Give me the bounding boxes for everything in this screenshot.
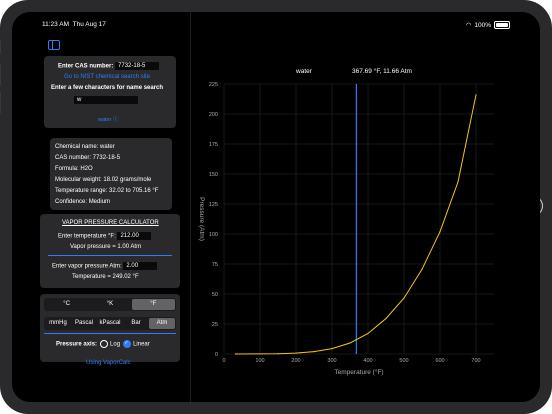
series-label: water — [295, 68, 313, 75]
y-tick-label: 25 — [212, 322, 218, 328]
curve-point — [439, 231, 441, 233]
pressure-axis-label: Pressure axis: — [56, 341, 98, 348]
using-vaporcalc-link[interactable]: Using VaporCalc — [86, 360, 131, 366]
units-panel: °C °K °F mmHg Pascal kPascal Bar Atm Pressure … — [40, 294, 180, 362]
y-tick-label: 150 — [209, 172, 218, 178]
pressure-input[interactable]: 2.00 — [123, 262, 158, 270]
name-search-label: Enter a few characters for name search — [51, 85, 164, 91]
search-result-water[interactable]: water ⓘ — [98, 117, 119, 123]
date-text: Thu Aug 17 — [72, 21, 106, 28]
x-tick-label: 700 — [471, 358, 480, 364]
cas-panel: Enter CAS number: 7732-18-5 Go to NIST c… — [44, 56, 176, 128]
battery-percent: 100% — [474, 21, 491, 29]
chemical-name: Chemical name: water — [55, 144, 115, 150]
chemical-formula: Formula: H2O — [55, 166, 93, 172]
y-tick-label: 175 — [209, 142, 218, 148]
nist-link[interactable]: Go to NIST chemical search site — [64, 74, 150, 80]
curve-point — [234, 353, 237, 355]
log-label: Log — [110, 341, 121, 348]
x-tick-label: 400 — [363, 358, 372, 364]
chemical-cas: CAS number: 7732-18-5 — [55, 155, 121, 161]
y-tick-label: 75 — [212, 262, 218, 268]
temperature-input[interactable]: 212.00 — [117, 232, 152, 240]
battery-icon — [494, 21, 510, 29]
units-divider — [44, 333, 176, 334]
y-tick-label: 50 — [212, 292, 218, 298]
curve-point — [457, 181, 459, 183]
pressure-unit-option[interactable]: mmHg — [49, 320, 67, 326]
curve-point — [331, 348, 333, 350]
temperature-unit-selector: °C °K °F — [44, 298, 176, 311]
curve-point — [403, 297, 405, 299]
volume-down-button — [0, 92, 1, 114]
vapor-pressure-result: Vapor pressure = 1.00 Atm — [70, 244, 142, 250]
x-tick-label: 300 — [327, 358, 336, 364]
pressure-unit-option[interactable]: Bar — [131, 320, 141, 326]
sidebar-toggle-icon[interactable] — [48, 40, 60, 50]
temperature-unit-option[interactable]: °F — [131, 299, 175, 310]
calculator-panel: VAPOR PRESSURE CALCULATOR Enter temperat… — [40, 214, 180, 288]
temperature-range: Temperature range: 32.02 to 705.16 °F — [55, 188, 159, 194]
calculator-divider — [48, 255, 172, 256]
temperature-input-row: Enter temperature °F: 212.00 — [58, 232, 152, 240]
curve-point — [475, 94, 477, 96]
cas-input[interactable]: 7732-18-5 — [115, 62, 160, 70]
linear-radio[interactable] — [123, 340, 132, 348]
y-tick-label: 200 — [209, 112, 218, 118]
time-text: 11:23 AM — [42, 21, 69, 28]
pressure-axis-row: Pressure axis: Log Linear — [56, 340, 150, 348]
cas-row: Enter CAS number: 7732-18-5 — [58, 62, 160, 70]
log-radio[interactable] — [100, 340, 109, 348]
confidence: Confidence: Medium — [55, 199, 111, 205]
mute-switch — [0, 40, 1, 54]
name-search-input[interactable]: w — [74, 96, 138, 104]
curve-point — [313, 351, 315, 353]
temperature-result: Temperature = 249.02 °F — [72, 274, 139, 280]
y-tick-label: 225 — [209, 82, 218, 88]
curve-point — [367, 332, 369, 335]
x-tick-label: 200 — [291, 358, 300, 364]
cas-label: Enter CAS number: — [58, 63, 114, 70]
molecular-weight: Molecular weight: 18.02 grams/mole — [55, 177, 152, 183]
temperature-unit-option[interactable]: °K — [106, 301, 114, 307]
temperature-unit-option[interactable]: °C — [63, 301, 71, 307]
pressure-unit-option[interactable]: Atm — [149, 318, 175, 329]
app-screen: 11:23 AM Thu Aug 17 ◠ 100% Enter CAS numb… — [12, 12, 540, 402]
curve-point — [259, 353, 261, 355]
x-tick-label: 0 — [222, 358, 225, 364]
curve-point — [277, 353, 279, 355]
x-axis-label: Temperature (°F) — [334, 368, 383, 376]
calculator-title: VAPOR PRESSURE CALCULATOR — [62, 220, 159, 226]
y-tick-label: 100 — [209, 232, 218, 238]
y-axis-label: Pressure (Atm) — [198, 197, 205, 241]
split-divider — [190, 12, 191, 402]
pressure-input-row: Enter vapor pressure Atm: 2.00 — [52, 262, 158, 270]
curve-point — [295, 352, 297, 354]
curve-point — [299, 352, 301, 354]
volume-up-button — [0, 64, 1, 86]
curve-point — [385, 317, 387, 320]
vapor-pressure-chart[interactable]: 0 25 50 75 100 125 150 175 200 225 0 100 200 300 400 50… — [182, 54, 532, 394]
y-tick-label: 125 — [209, 202, 218, 208]
pressure-unit-option[interactable]: kPascal — [99, 320, 121, 326]
status-time: 11:23 AM Thu Aug 17 — [42, 21, 106, 28]
pressure-unit-selector: mmHg Pascal kPascal Bar Atm — [44, 317, 176, 330]
temperature-input-label: Enter temperature °F: — [58, 233, 116, 240]
curve-point — [421, 268, 423, 270]
x-tick-label: 600 — [435, 358, 444, 364]
curve-point — [349, 342, 351, 344]
chemical-info-panel: Chemical name: water CAS number: 7732-18… — [50, 138, 172, 210]
pressure-unit-option[interactable]: Pascal — [74, 320, 93, 326]
y-tick-label: 0 — [215, 352, 218, 358]
pressure-input-label: Enter vapor pressure Atm: — [52, 263, 122, 270]
linear-label: Linear — [133, 341, 150, 348]
wifi-icon: ◠ — [465, 22, 472, 29]
x-tick-label: 100 — [255, 358, 264, 364]
cursor-readout: 367.69 °F, 11.66 Atm — [352, 67, 412, 75]
x-tick-label: 500 — [399, 358, 408, 364]
